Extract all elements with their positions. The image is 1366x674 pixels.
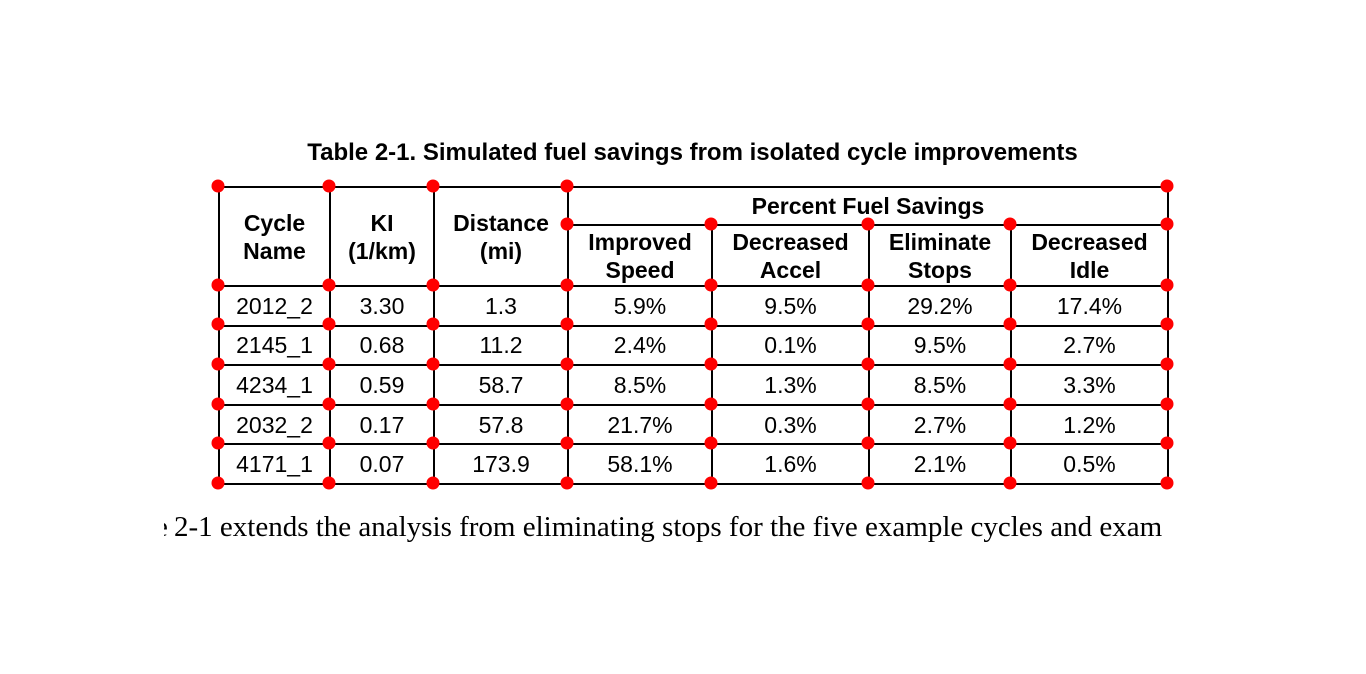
cell-cycle-name: 2032_2 [218, 403, 331, 446]
cell-decreased-idle: 17.4% [1010, 285, 1169, 327]
cell-distance: 173.9 [433, 443, 569, 485]
cell-distance: 1.3 [433, 285, 569, 327]
cell-cycle-name: 4234_1 [218, 364, 331, 406]
cell-decreased-accel: 1.6% [711, 443, 870, 485]
table-row: 4234_1 0.59 58.7 8.5% 1.3% 8.5% 3.3% [218, 364, 1169, 406]
header-ki: KI (1/km) [329, 186, 435, 287]
table-row: 2012_2 3.30 1.3 5.9% 9.5% 29.2% 17.4% [218, 285, 1169, 327]
cell-decreased-accel: 0.1% [711, 324, 870, 367]
table-row: 2145_1 0.68 11.2 2.4% 0.1% 9.5% 2.7% [218, 324, 1169, 367]
cell-improved-speed: 5.9% [567, 285, 713, 327]
cell-decreased-idle: 0.5% [1010, 443, 1169, 485]
cell-improved-speed: 2.4% [567, 324, 713, 367]
header-improved-speed: Improved Speed [567, 224, 713, 287]
cell-cycle-name: 4171_1 [218, 443, 331, 485]
cell-decreased-accel: 0.3% [711, 403, 870, 446]
cell-decreased-idle: 2.7% [1010, 324, 1169, 367]
header-distance: Distance (mi) [433, 186, 569, 287]
cell-eliminate-stops: 2.1% [868, 443, 1012, 485]
cell-ki: 0.59 [329, 364, 435, 406]
cell-ki: 3.30 [329, 285, 435, 327]
cell-improved-speed: 21.7% [567, 403, 713, 446]
header-percent-fuel-savings: Percent Fuel Savings [567, 186, 1169, 226]
fuel-savings-table: Cycle Name KI (1/km) Distance (mi) Perce… [218, 186, 1169, 485]
cell-decreased-accel: 9.5% [711, 285, 870, 327]
table-row: 4171_1 0.07 173.9 58.1% 1.6% 2.1% 0.5% [218, 443, 1169, 485]
table-caption: Table 2-1. Simulated fuel savings from i… [307, 139, 1078, 166]
cell-distance: 57.8 [433, 403, 569, 446]
cell-decreased-idle: 1.2% [1010, 403, 1169, 446]
paragraph-text: 2-1 extends the analysis from eliminatin… [174, 511, 1163, 543]
cell-eliminate-stops: 29.2% [868, 285, 1012, 327]
cell-improved-speed: 58.1% [567, 443, 713, 485]
header-decreased-idle: Decreased Idle [1010, 224, 1169, 287]
cell-ki: 0.17 [329, 403, 435, 446]
cell-eliminate-stops: 8.5% [868, 364, 1012, 406]
header-cycle-name: Cycle Name [218, 186, 331, 287]
clipped-word-fragment: e [164, 509, 171, 546]
header-eliminate-stops: Eliminate Stops [868, 224, 1012, 287]
cell-cycle-name: 2012_2 [218, 285, 331, 327]
cell-cycle-name: 2145_1 [218, 324, 331, 367]
cell-ki: 0.07 [329, 443, 435, 485]
body-paragraph: e2-1 extends the analysis from eliminati… [164, 509, 1162, 546]
cell-eliminate-stops: 2.7% [868, 403, 1012, 446]
cell-ki: 0.68 [329, 324, 435, 367]
cell-eliminate-stops: 9.5% [868, 324, 1012, 367]
cell-distance: 11.2 [433, 324, 569, 367]
header-decreased-accel: Decreased Accel [711, 224, 870, 287]
cell-decreased-accel: 1.3% [711, 364, 870, 406]
table-row: 2032_2 0.17 57.8 21.7% 0.3% 2.7% 1.2% [218, 403, 1169, 446]
cell-improved-speed: 8.5% [567, 364, 713, 406]
cell-decreased-idle: 3.3% [1010, 364, 1169, 406]
cell-distance: 58.7 [433, 364, 569, 406]
